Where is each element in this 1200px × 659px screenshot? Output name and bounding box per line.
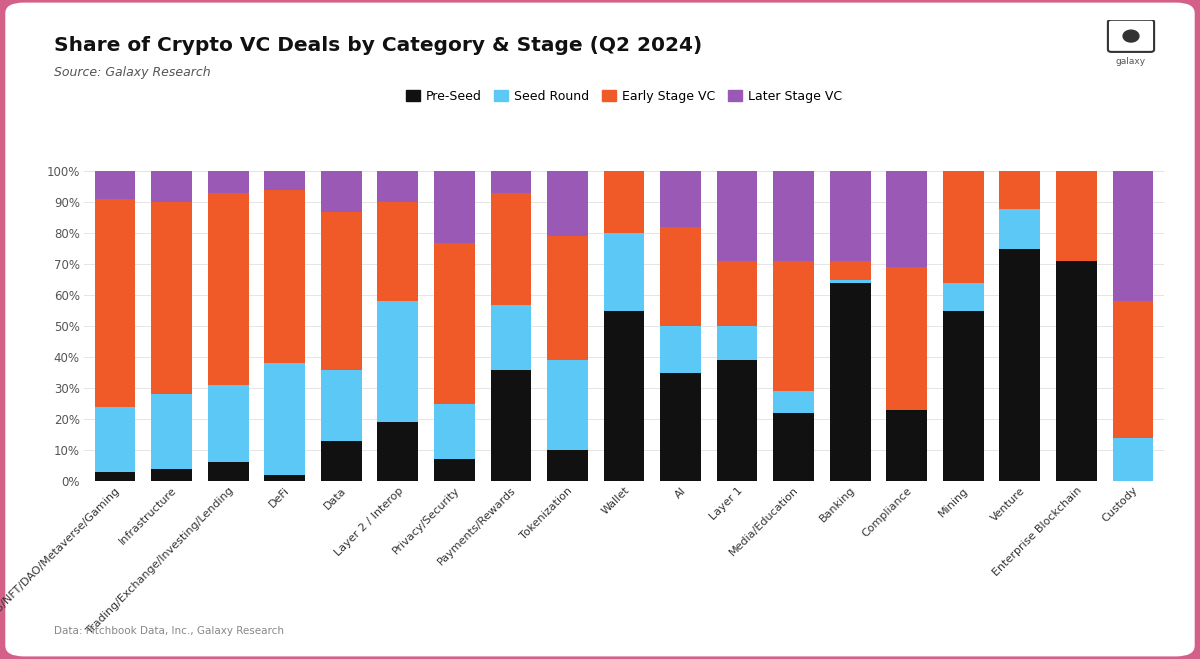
- Bar: [151, 171, 192, 202]
- Bar: [547, 237, 588, 360]
- Bar: [491, 370, 532, 481]
- Bar: [208, 385, 248, 463]
- Bar: [943, 311, 984, 481]
- Bar: [943, 283, 984, 311]
- Bar: [208, 171, 248, 193]
- Bar: [95, 472, 136, 481]
- Bar: [491, 171, 532, 193]
- Bar: [773, 413, 814, 481]
- Bar: [773, 261, 814, 391]
- Bar: [547, 450, 588, 481]
- Text: Share of Crypto VC Deals by Category & Stage (Q2 2024): Share of Crypto VC Deals by Category & S…: [54, 36, 702, 55]
- Bar: [660, 326, 701, 372]
- Bar: [320, 441, 361, 481]
- Bar: [716, 326, 757, 360]
- Bar: [320, 370, 361, 441]
- Bar: [887, 410, 928, 481]
- Text: Data: Pitchbook Data, Inc., Galaxy Research: Data: Pitchbook Data, Inc., Galaxy Resea…: [54, 626, 284, 636]
- Circle shape: [1123, 30, 1139, 42]
- Bar: [95, 407, 136, 472]
- Bar: [716, 171, 757, 261]
- Legend: Pre-Seed, Seed Round, Early Stage VC, Later Stage VC: Pre-Seed, Seed Round, Early Stage VC, La…: [401, 84, 847, 107]
- Bar: [1000, 171, 1040, 208]
- Bar: [887, 268, 928, 410]
- Bar: [1112, 438, 1153, 481]
- Bar: [151, 394, 192, 469]
- Bar: [434, 459, 475, 481]
- Bar: [1112, 171, 1153, 301]
- Bar: [208, 463, 248, 481]
- Bar: [378, 301, 418, 422]
- Bar: [660, 171, 701, 227]
- Bar: [264, 475, 305, 481]
- Text: galaxy: galaxy: [1116, 57, 1146, 67]
- Bar: [604, 233, 644, 311]
- Bar: [491, 193, 532, 304]
- Bar: [1056, 171, 1097, 261]
- Bar: [208, 193, 248, 385]
- Bar: [378, 422, 418, 481]
- Bar: [660, 372, 701, 481]
- Bar: [887, 171, 928, 268]
- Bar: [830, 283, 870, 481]
- Bar: [547, 171, 588, 237]
- Bar: [773, 391, 814, 413]
- Bar: [830, 261, 870, 279]
- Bar: [1056, 261, 1097, 481]
- Bar: [95, 171, 136, 199]
- Bar: [773, 171, 814, 261]
- Bar: [320, 171, 361, 212]
- Bar: [434, 243, 475, 403]
- Bar: [660, 227, 701, 326]
- Bar: [264, 190, 305, 363]
- Bar: [943, 171, 984, 283]
- Bar: [434, 403, 475, 459]
- Bar: [1000, 208, 1040, 249]
- Bar: [95, 199, 136, 407]
- Bar: [491, 304, 532, 370]
- Bar: [716, 360, 757, 481]
- Bar: [604, 311, 644, 481]
- Bar: [830, 171, 870, 261]
- Bar: [264, 171, 305, 190]
- Bar: [434, 171, 475, 243]
- Bar: [151, 202, 192, 394]
- Bar: [1112, 301, 1153, 438]
- Bar: [604, 171, 644, 233]
- Bar: [547, 360, 588, 450]
- Bar: [378, 202, 418, 301]
- Text: Source: Galaxy Research: Source: Galaxy Research: [54, 66, 211, 79]
- Bar: [830, 279, 870, 283]
- Bar: [264, 363, 305, 475]
- Bar: [151, 469, 192, 481]
- Bar: [716, 261, 757, 326]
- Bar: [1000, 249, 1040, 481]
- Bar: [378, 171, 418, 202]
- Bar: [320, 212, 361, 370]
